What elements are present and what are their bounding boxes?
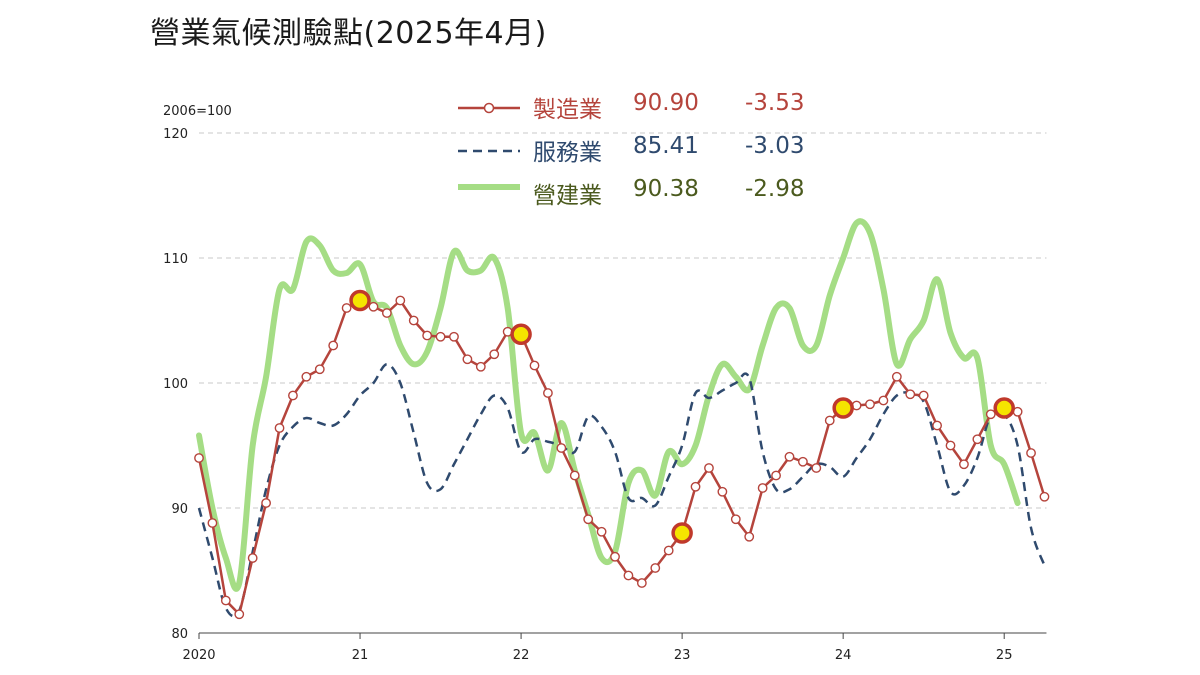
data-point-marker	[489, 349, 500, 360]
data-point-marker	[918, 390, 929, 401]
data-point-marker	[368, 301, 379, 312]
legend-symbols	[458, 102, 520, 190]
data-point-marker	[744, 531, 755, 542]
data-point-marker	[583, 514, 594, 525]
legend-item-services: 服務業 85.41 -3.03	[455, 133, 875, 176]
series-layer	[194, 218, 1050, 620]
x-tick-label: 22	[513, 648, 530, 663]
data-point-marker	[798, 456, 808, 467]
data-point-marker	[569, 470, 580, 481]
data-point-marker	[328, 340, 339, 351]
legend-name: 營建業	[533, 183, 602, 209]
data-point-marker	[771, 470, 781, 481]
highlight-point-marker	[671, 522, 693, 544]
data-point-marker	[730, 514, 741, 525]
data-point-marker	[422, 330, 433, 341]
legend-value: 85.41	[633, 133, 699, 159]
y-tick-label: 120	[163, 127, 188, 142]
base-year-label: 2006=100	[163, 104, 232, 119]
data-point-marker	[529, 360, 540, 371]
legend-value: 90.90	[633, 90, 699, 116]
legend-marker-icon	[483, 102, 495, 114]
data-point-marker	[556, 443, 567, 453]
data-point-marker	[985, 409, 996, 420]
data-point-marker	[636, 578, 647, 588]
data-point-marker	[1026, 448, 1036, 458]
data-point-marker	[341, 303, 352, 313]
data-point-marker	[261, 498, 271, 508]
legend-name: 製造業	[533, 97, 602, 123]
data-point-marker	[717, 486, 728, 497]
data-point-marker	[462, 354, 473, 365]
legend-item-construction: 營建業 90.38 -2.98	[455, 176, 875, 219]
x-tick-label: 24	[835, 648, 852, 663]
x-tick-label: 25	[996, 648, 1013, 663]
data-point-marker	[194, 453, 204, 463]
data-point-marker	[865, 399, 875, 410]
data-point-marker	[610, 551, 620, 562]
data-point-marker	[905, 389, 916, 400]
data-point-marker	[650, 563, 661, 573]
data-point-marker	[220, 595, 231, 606]
data-point-marker	[784, 451, 795, 462]
legend-change: -3.53	[745, 90, 805, 116]
data-point-marker	[288, 390, 298, 401]
legend: 製造業 90.90 -3.53 服務業 85.41 -3.03 營建業 90.3…	[455, 90, 875, 219]
series-manufacturing-line	[197, 298, 1046, 617]
data-point-marker	[1039, 491, 1050, 502]
highlight-point-marker	[832, 397, 854, 419]
data-point-marker	[623, 570, 634, 581]
series-services-line	[197, 362, 1046, 618]
data-point-marker	[301, 371, 312, 382]
series-construction-line	[196, 218, 1021, 592]
data-point-marker	[757, 483, 768, 493]
highlight-point-marker	[993, 397, 1015, 419]
legend-name: 服務業	[533, 140, 602, 166]
data-point-marker	[811, 463, 822, 473]
data-point-marker	[408, 315, 419, 326]
chart-title: 營業氣候測驗點(2025年4月)	[150, 16, 547, 51]
data-point-marker	[959, 459, 969, 470]
legend-item-manufacturing: 製造業 90.90 -3.53	[455, 90, 875, 133]
legend-change: -2.98	[745, 176, 805, 202]
data-point-marker	[663, 545, 674, 556]
data-point-marker	[690, 481, 701, 492]
y-tick-label: 80	[171, 627, 188, 642]
axes: 80 90 100 110 120 2020 21 22 23 24 25	[163, 127, 1047, 663]
data-point-marker	[932, 420, 942, 431]
data-point-marker	[596, 526, 607, 537]
data-point-marker	[234, 609, 245, 620]
y-tick-label: 90	[171, 502, 188, 517]
data-point-marker	[878, 395, 889, 406]
data-point-marker	[314, 364, 325, 375]
highlight-point-marker	[349, 289, 371, 312]
data-point-marker	[381, 308, 392, 318]
data-point-marker	[207, 518, 218, 528]
x-tick-label: 23	[674, 648, 691, 663]
data-point-marker	[435, 331, 446, 342]
data-point-marker	[945, 440, 956, 451]
highlight-point-marker	[510, 323, 532, 345]
data-point-marker	[824, 415, 835, 426]
legend-value: 90.38	[633, 176, 699, 202]
data-point-marker	[247, 553, 258, 563]
data-point-marker	[395, 295, 406, 306]
data-point-marker	[543, 388, 553, 398]
legend-change: -3.03	[745, 133, 805, 159]
data-point-marker	[972, 434, 983, 445]
data-point-marker	[475, 361, 486, 372]
x-tick-label: 2020	[182, 648, 215, 663]
y-tick-label: 100	[163, 377, 188, 392]
data-point-marker	[891, 371, 902, 382]
data-point-marker	[449, 331, 459, 342]
data-point-marker	[704, 463, 714, 473]
x-tick-label: 21	[352, 648, 369, 663]
data-point-marker	[274, 423, 285, 433]
y-tick-label: 110	[163, 252, 188, 267]
